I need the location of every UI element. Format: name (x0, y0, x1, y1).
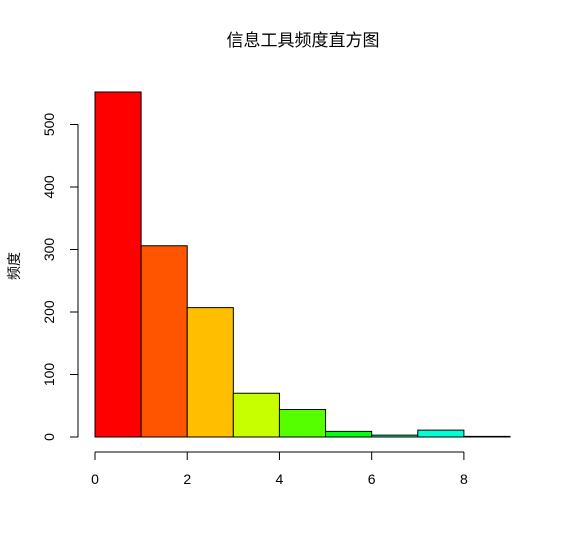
histogram-bar-5 (325, 430, 373, 438)
y-tick-label-3: 300 (41, 238, 57, 262)
x-tick-label-2: 4 (276, 471, 284, 487)
y-tick-label-1: 100 (41, 363, 57, 387)
histogram-bar-8 (463, 435, 511, 438)
y-tick-label-0: 0 (41, 433, 57, 441)
y-tick-label-4: 400 (41, 175, 57, 199)
x-tick-label-1: 2 (183, 471, 191, 487)
histogram-bar-4 (278, 409, 327, 438)
y-axis-title: 频度 (7, 252, 23, 280)
histogram-bar-3 (232, 392, 280, 438)
x-tick-label-0: 0 (91, 471, 99, 487)
histogram-bar-6 (371, 434, 419, 438)
x-tick-label-3: 6 (368, 471, 376, 487)
histogram-bar-7 (417, 429, 465, 438)
chart-title: 信息工具频度直方图 (227, 31, 380, 51)
histogram-bar-2 (186, 307, 234, 438)
x-axis: 0 2 4 6 8 (91, 451, 468, 487)
y-axis: 0 100 200 300 400 500 (41, 113, 79, 441)
y-tick-label-5: 500 (41, 113, 57, 137)
histogram-bar-1 (140, 245, 188, 438)
y-tick-label-2: 200 (41, 300, 57, 324)
bars-group (94, 91, 511, 438)
x-tick-label-4: 8 (460, 471, 468, 487)
histogram-bar-0 (94, 91, 142, 438)
